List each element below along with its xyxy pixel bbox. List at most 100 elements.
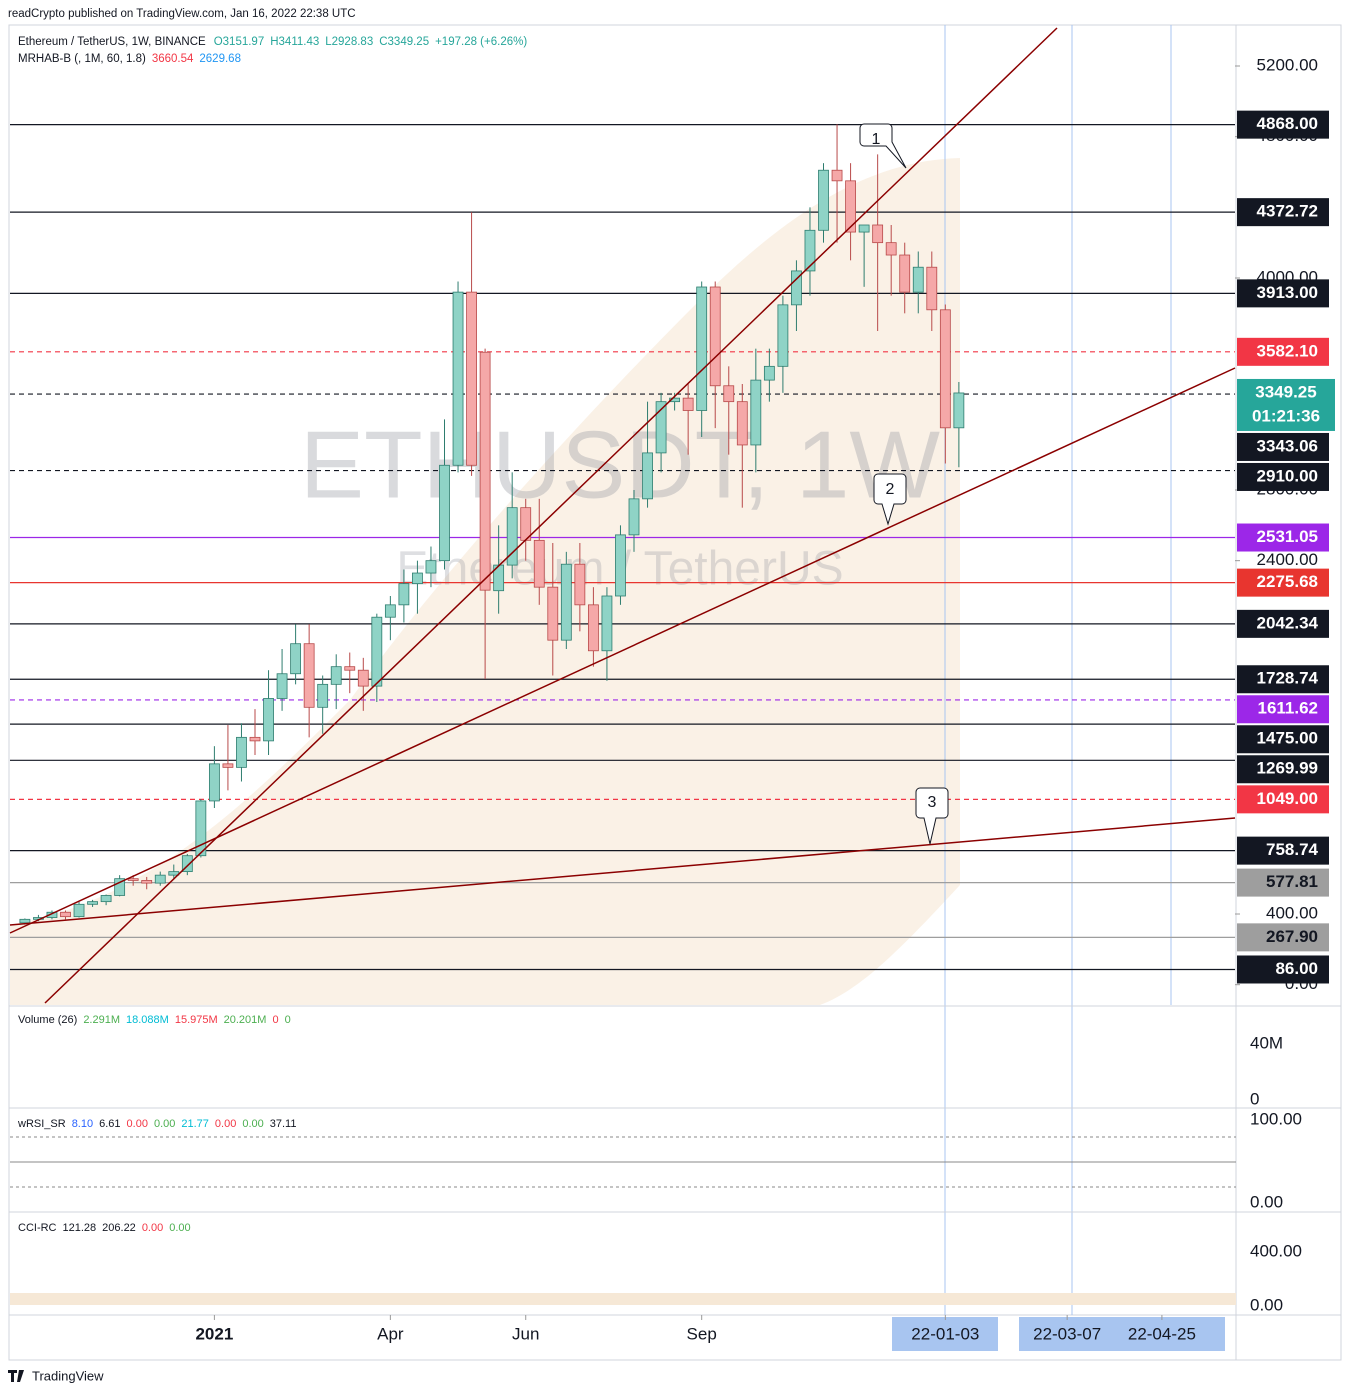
- candle-body: [384, 604, 396, 618]
- candle-body: [19, 918, 31, 924]
- candle-body: [885, 242, 897, 256]
- candle-body: [547, 586, 559, 641]
- x-tick-label: 22-01-03: [911, 1324, 979, 1343]
- candle-body: [642, 452, 653, 500]
- candle-body: [682, 397, 694, 411]
- x-tick-label: 2021: [195, 1324, 233, 1343]
- candle-body: [696, 286, 708, 411]
- candle-body: [303, 643, 315, 708]
- pane-value: 0.00: [242, 1118, 263, 1130]
- candle-body: [276, 673, 288, 699]
- footer-brand: TradingView: [32, 1368, 104, 1383]
- candle-body: [263, 698, 274, 742]
- candle-body: [439, 464, 450, 562]
- candle-body: [615, 534, 626, 597]
- pane-value: 0.00: [154, 1118, 175, 1130]
- pane-value: 18.088M: [126, 1014, 169, 1026]
- y-tick-label: 5200.00: [1257, 55, 1318, 74]
- level-label: 2275.68: [1257, 572, 1318, 591]
- candle-body: [601, 595, 613, 652]
- ohlc: H3411.43: [270, 36, 319, 48]
- pane-value: 8.10: [72, 1118, 93, 1130]
- candle-body: [357, 669, 369, 687]
- countdown: 01:21:36: [1252, 406, 1320, 425]
- level-label: 2042.34: [1257, 613, 1319, 632]
- last-price-box: [1237, 378, 1335, 431]
- x-tick-label: Jun: [512, 1324, 539, 1343]
- callout-label: 2: [886, 481, 895, 498]
- candle-body: [127, 878, 139, 881]
- pane-value: 0.00: [127, 1118, 148, 1130]
- pane-tick-label: 0: [1250, 1089, 1259, 1108]
- candle-body: [506, 507, 518, 566]
- pane-title: Volume (26) 2.291M 18.088M 15.975M 20.201M 0 0: [18, 1014, 291, 1026]
- candle-body: [222, 763, 234, 768]
- pane-value: 2.291M: [83, 1014, 120, 1026]
- candle-body: [939, 309, 951, 429]
- plot: 0.00400.002400.002800.004000.004800.0052…: [10, 55, 1335, 1343]
- last-price-label: 3349.25: [1255, 382, 1316, 401]
- candle-body: [330, 666, 342, 685]
- x-tick-label: Apr: [377, 1324, 404, 1343]
- candle-body: [317, 683, 329, 708]
- candle-body: [709, 286, 721, 387]
- level-label-box: [1237, 665, 1329, 694]
- level-label-box: [1237, 279, 1329, 308]
- candle-body: [87, 901, 98, 905]
- ohlc: C3349.25: [379, 36, 429, 48]
- indicator-value: 2629.68: [199, 53, 241, 65]
- level-label: 86.00: [1275, 959, 1318, 978]
- candle-body: [953, 392, 965, 429]
- level-label: 1475.00: [1257, 729, 1318, 748]
- published-note: readCrypto published on TradingView.com,…: [8, 8, 356, 20]
- indicator-line: MRHAB-B (, 1M, 60, 1.8) 3660.54 2629.68: [18, 53, 241, 65]
- candle-body: [466, 291, 477, 466]
- watermark: ETHUSDT, 1W: [300, 411, 940, 518]
- level-label-box: [1237, 568, 1329, 597]
- pane-value: 37.11: [270, 1118, 297, 1130]
- pane-value: 15.975M: [175, 1014, 218, 1026]
- level-label-box: [1237, 785, 1329, 814]
- trendline: [44, 27, 1058, 1004]
- candle-body: [236, 736, 247, 768]
- callout-label: 1: [872, 131, 881, 148]
- candle-body: [398, 583, 410, 606]
- candle-body: [533, 539, 545, 588]
- level-label-box: [1237, 110, 1329, 139]
- level-label: 577.81: [1266, 872, 1318, 891]
- level-label: 1049.00: [1257, 789, 1318, 808]
- x-tick-label: 22-04-25: [1128, 1324, 1196, 1343]
- candle-body: [669, 397, 681, 403]
- candle-body: [114, 878, 126, 896]
- level-label: 1269.99: [1257, 759, 1318, 778]
- candle-body: [818, 169, 829, 231]
- pane-value: 0: [272, 1014, 278, 1026]
- pane-tick-label: 40M: [1250, 1033, 1283, 1052]
- indicator-value: 3660.54: [152, 53, 194, 65]
- level-label: 1611.62: [1257, 699, 1318, 718]
- level-label-box: [1237, 868, 1329, 897]
- date-highlight: [892, 1317, 998, 1351]
- pane-value: 0.00: [142, 1222, 163, 1234]
- candle-body: [479, 351, 491, 591]
- change: +197.28 (+6.26%): [435, 36, 527, 48]
- pane-value: 121.28: [63, 1222, 97, 1234]
- pane-value: 206.22: [102, 1222, 136, 1234]
- level-label-box: [1237, 836, 1329, 865]
- candle-body: [412, 572, 423, 585]
- pane-tick-label: 100.00: [1250, 1109, 1302, 1128]
- candle-body: [791, 270, 802, 306]
- candle-body: [344, 666, 356, 671]
- candle-body: [100, 895, 112, 903]
- candle-body: [181, 855, 193, 873]
- cci-band: [10, 1293, 1236, 1305]
- level-label: 3913.00: [1257, 283, 1318, 302]
- candle-body: [804, 229, 816, 272]
- candle-body: [425, 560, 437, 574]
- callout-label: 3: [928, 794, 937, 811]
- candle-body: [60, 911, 71, 918]
- candle-body: [858, 224, 870, 233]
- level-label: 2910.00: [1257, 466, 1318, 485]
- pane-tick-label: 0.00: [1250, 1192, 1283, 1211]
- level-label-box: [1237, 609, 1329, 638]
